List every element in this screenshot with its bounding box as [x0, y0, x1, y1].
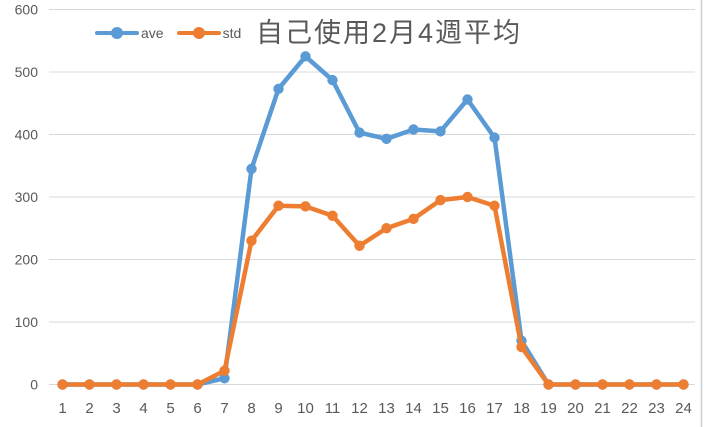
std-data-point [489, 200, 500, 211]
ave-data-point [408, 124, 419, 135]
legend-label-ave: ave [141, 25, 164, 41]
chart-title: 自己使用2月4週平均 [256, 18, 523, 48]
x-tick-label: 17 [486, 400, 503, 417]
x-tick-label: 12 [351, 400, 368, 417]
std-data-point [651, 379, 662, 390]
ave-series-marker-icon [95, 26, 139, 40]
x-tick-label: 6 [193, 400, 201, 417]
x-tick-label: 24 [675, 400, 692, 417]
x-tick-label: 16 [459, 400, 476, 417]
std-data-point [300, 201, 311, 212]
x-tick-label: 15 [432, 400, 449, 417]
std-data-point [192, 379, 203, 390]
chart-header: ave std 自己使用2月4週平均 [0, 0, 717, 50]
legend-label-std: std [222, 25, 242, 41]
x-tick-label: 5 [166, 400, 174, 417]
y-tick-label: 500 [15, 64, 39, 80]
x-tick-label: 18 [513, 400, 530, 417]
std-data-point [327, 210, 338, 221]
ave-data-point [327, 74, 338, 86]
std-data-point [273, 200, 284, 211]
ave-data-point [462, 94, 473, 105]
ave-data-point [489, 132, 500, 143]
std-series-line[interactable] [60, 194, 686, 387]
std-data-point [543, 379, 554, 390]
std-data-point [84, 379, 95, 390]
x-tick-label: 14 [405, 400, 422, 417]
x-tick-label: 8 [247, 400, 255, 417]
std-data-point [462, 191, 473, 203]
std-data-point [516, 341, 527, 353]
legend: ave std [95, 26, 241, 40]
x-tick-label: 10 [297, 400, 314, 417]
ave-data-point [246, 163, 257, 175]
ave-series-line[interactable] [60, 54, 686, 387]
legend-item-std[interactable]: std [176, 25, 242, 41]
std-data-point [111, 379, 122, 390]
std-data-point [570, 379, 581, 390]
y-tick-label: 600 [15, 2, 39, 18]
std-data-point [219, 365, 230, 376]
y-tick-label: 400 [15, 127, 39, 143]
y-tick-label: 100 [15, 314, 39, 330]
x-tick-label: 11 [325, 400, 341, 417]
y-tick-label: 200 [15, 252, 39, 268]
x-tick-label: 22 [621, 400, 638, 417]
y-tick-label: 0 [30, 377, 38, 393]
x-tick-label: 19 [540, 400, 557, 417]
std-data-point [624, 379, 635, 390]
ave-data-point [219, 373, 230, 384]
x-tick-label: 1 [58, 400, 66, 417]
ave-data-point [273, 83, 284, 95]
x-tick-label: 7 [220, 400, 228, 417]
ave-data-point [300, 51, 311, 62]
std-data-point [381, 223, 392, 234]
ave-data-point [354, 127, 365, 138]
std-data-point [597, 379, 608, 390]
x-tick-label: 9 [274, 400, 282, 417]
std-data-point [57, 379, 68, 390]
std-data-point [678, 379, 689, 390]
std-data-point [435, 194, 446, 206]
x-tick-label: 21 [594, 400, 611, 417]
x-tick-label: 3 [112, 400, 120, 417]
legend-item-ave[interactable]: ave [95, 26, 164, 40]
x-tick-label: 4 [139, 400, 147, 417]
ave-data-point [435, 126, 446, 137]
std-data-point [408, 213, 419, 225]
std-data-point [138, 379, 149, 390]
y-tick-label: 300 [15, 189, 39, 205]
std-data-point [165, 379, 176, 390]
x-tick-label: 20 [567, 400, 584, 417]
std-series-marker-icon [176, 26, 221, 40]
x-tick-label: 23 [648, 400, 665, 417]
ave-data-point [381, 133, 392, 145]
std-data-point [354, 240, 365, 251]
std-data-point [246, 235, 257, 246]
x-tick-label: 2 [85, 400, 93, 417]
x-tick-label: 13 [378, 400, 395, 417]
